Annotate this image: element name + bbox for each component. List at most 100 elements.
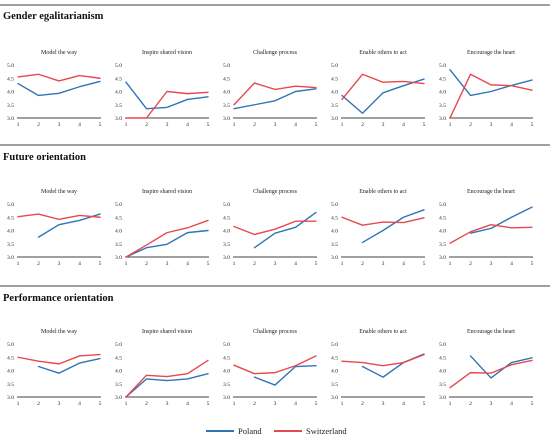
x-tick-label: 5 (531, 401, 534, 407)
section-title: Performance orientation (3, 293, 114, 304)
chart-panel: Inspire shared vision 3.0 3.5 4.0 4.5 5.0 1 2 3 4… (115, 329, 210, 407)
panel-title: Model the way (41, 50, 77, 56)
y-tick-label: 4.0 (331, 229, 338, 235)
x-tick-label: 1 (17, 401, 20, 407)
y-tick-label: 3.0 (7, 395, 14, 401)
y-tick-label: 4.5 (115, 355, 122, 361)
panel-title: Challenge process (253, 50, 297, 56)
panel-title: Enable others to act (359, 329, 407, 335)
series-line-switzerland (125, 219, 209, 258)
panel-title: Challenge process (253, 329, 297, 335)
x-tick-label: 2 (361, 261, 364, 267)
panel-title: Encourage the heart (467, 189, 515, 195)
series-line-switzerland (233, 82, 317, 106)
y-tick-label: 3.5 (223, 242, 230, 248)
panel-title: Encourage the heart (467, 329, 515, 335)
x-tick-label: 2 (361, 122, 364, 128)
series-line-switzerland (17, 353, 101, 365)
x-tick-label: 3 (166, 122, 169, 128)
section-title: Gender egalitarianism (3, 11, 104, 22)
series-line-switzerland (17, 73, 101, 82)
y-tick-label: 4.5 (7, 215, 14, 221)
y-tick-label: 3.5 (115, 242, 122, 248)
x-tick-label: 3 (490, 122, 493, 128)
x-tick-label: 5 (315, 261, 318, 267)
chart-panel: Encourage the heart 3.0 3.5 4.0 4.5 5.0 1 2 3 4 5 (439, 329, 534, 407)
series-line-switzerland (17, 213, 101, 221)
x-tick-label: 1 (233, 261, 236, 267)
x-tick-label: 2 (145, 122, 148, 128)
y-tick-label: 5.0 (331, 63, 338, 69)
series-line-poland (469, 206, 533, 234)
series-line-poland (125, 229, 209, 258)
y-tick-label: 3.0 (7, 116, 14, 122)
x-tick-label: 2 (469, 401, 472, 407)
x-tick-label: 4 (78, 122, 81, 128)
y-tick-label: 4.0 (115, 90, 122, 96)
y-tick-label: 3.5 (331, 242, 338, 248)
chart-panel: Enable others to act 3.0 3.5 4.0 4.5 5.0 1 2 3 4 5 (331, 329, 426, 407)
y-tick-label: 5.0 (7, 342, 14, 348)
y-tick-label: 5.0 (223, 342, 230, 348)
panel-title: Enable others to act (359, 50, 407, 56)
x-tick-label: 3 (274, 122, 277, 128)
y-tick-label: 5.0 (331, 342, 338, 348)
x-tick-label: 1 (17, 122, 20, 128)
x-tick-label: 2 (469, 261, 472, 267)
series-line-switzerland (233, 355, 317, 375)
y-tick-label: 5.0 (223, 202, 230, 208)
series-line-switzerland (449, 73, 533, 119)
x-tick-label: 5 (531, 122, 534, 128)
x-tick-label: 5 (207, 261, 210, 267)
y-tick-label: 3.5 (439, 382, 446, 388)
x-tick-label: 5 (99, 122, 102, 128)
y-tick-label: 3.0 (331, 116, 338, 122)
chart-panel: Enable others to act 3.0 3.5 4.0 4.5 5.0 1 2 3 4 5 (331, 189, 426, 267)
chart-panel: Enable others to act 3.0 3.5 4.0 4.5 5.0 1 2 3 4 5 (331, 50, 426, 128)
legend-label-poland: Poland (238, 426, 262, 436)
x-tick-label: 3 (58, 122, 61, 128)
y-tick-label: 4.5 (115, 215, 122, 221)
panel-title: Enable others to act (359, 189, 407, 195)
x-tick-label: 2 (361, 401, 364, 407)
y-tick-label: 5.0 (439, 63, 446, 69)
series-line-poland (37, 357, 101, 374)
y-tick-label: 4.0 (331, 90, 338, 96)
x-tick-label: 1 (449, 261, 452, 267)
x-tick-label: 1 (233, 122, 236, 128)
series-line-poland (449, 69, 533, 97)
y-tick-label: 3.5 (223, 103, 230, 109)
x-tick-label: 3 (382, 261, 385, 267)
y-tick-label: 4.5 (115, 76, 122, 82)
chart-panel: Model the way 3.0 3.5 4.0 4.5 5.0 1 2 3 4 5 (7, 329, 102, 407)
x-tick-label: 4 (78, 401, 81, 407)
x-tick-label: 1 (125, 122, 128, 128)
panel-title: Encourage the heart (467, 50, 515, 56)
y-tick-label: 4.0 (439, 229, 446, 235)
x-tick-label: 1 (125, 401, 128, 407)
y-tick-label: 4.0 (223, 90, 230, 96)
y-tick-label: 5.0 (115, 63, 122, 69)
x-tick-label: 5 (315, 122, 318, 128)
chart-panel: Challenge process 3.0 3.5 4.0 4.5 5.0 1 2 3 4 5 (223, 189, 318, 267)
y-tick-label: 3.0 (439, 395, 446, 401)
x-tick-label: 4 (402, 401, 405, 407)
y-tick-label: 5.0 (223, 63, 230, 69)
y-tick-label: 5.0 (7, 202, 14, 208)
x-tick-label: 2 (253, 261, 256, 267)
series-line-switzerland (341, 216, 425, 226)
x-tick-label: 4 (186, 261, 189, 267)
series-line-switzerland (341, 73, 425, 101)
x-tick-label: 3 (382, 122, 385, 128)
y-tick-label: 4.5 (331, 215, 338, 221)
chart-panel: Encourage the heart 3.0 3.5 4.0 4.5 5.0 1 2 3 4 5 (439, 189, 534, 267)
chart-panel: Encourage the heart 3.0 3.5 4.0 4.5 5.0 1 2 3 4 5 (439, 50, 534, 128)
x-tick-label: 4 (78, 261, 81, 267)
y-tick-label: 4.5 (439, 76, 446, 82)
chart-panel: Challenge process 3.0 3.5 4.0 4.5 5.0 1 2 3 4 5 (223, 50, 318, 128)
x-tick-label: 3 (490, 401, 493, 407)
x-tick-label: 1 (449, 122, 452, 128)
series-line-poland (125, 372, 209, 398)
y-tick-label: 3.0 (331, 395, 338, 401)
x-tick-label: 3 (382, 401, 385, 407)
